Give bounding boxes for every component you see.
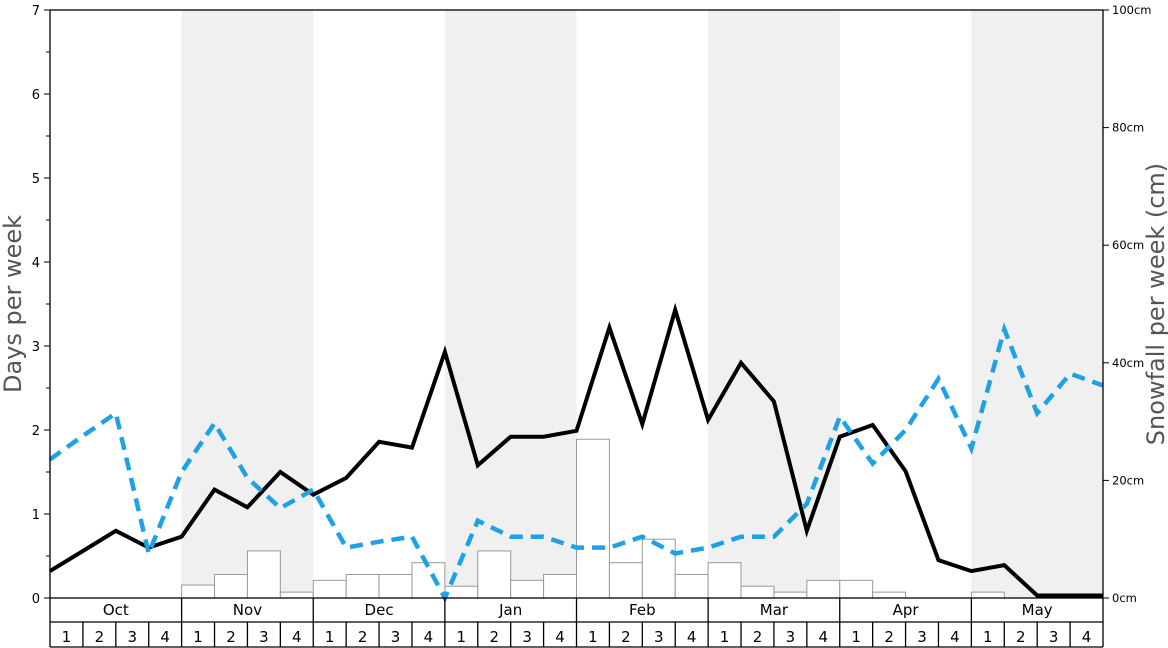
week-label: 1 (457, 628, 467, 646)
week-label: 2 (884, 628, 894, 646)
left-tick-label: 3 (32, 340, 40, 355)
snowfall-bar (543, 573, 577, 599)
week-label: 4 (292, 628, 302, 646)
snowfall-bar (872, 591, 907, 599)
month-shade-jan (444, 10, 577, 598)
week-label: 4 (424, 628, 434, 646)
week-label: 3 (391, 628, 401, 646)
month-label: May (1022, 601, 1053, 619)
left-axis-title: Days per week (0, 215, 27, 393)
snowfall-bar (806, 579, 841, 599)
left-tick-label: 4 (32, 256, 40, 271)
month-label: Nov (233, 601, 262, 619)
left-tick-label: 1 (32, 508, 40, 523)
month-label: Mar (760, 601, 789, 619)
month-shade-may (971, 10, 1103, 598)
week-label: 2 (226, 628, 236, 646)
left-tick-label: 5 (32, 172, 40, 187)
snowfall-bar (246, 550, 281, 599)
right-tick-label: 40cm (1112, 356, 1144, 370)
day-lines (48, 302, 1104, 604)
week-label: 3 (654, 628, 664, 646)
left-tick-label: 0 (32, 592, 40, 607)
month-shading (181, 10, 1103, 598)
dashed-series-line (48, 322, 1104, 604)
right-tick-label: 60cm (1112, 238, 1144, 252)
week-label: 4 (160, 628, 170, 646)
week-label: 4 (819, 628, 829, 646)
snowfall-bar (378, 573, 413, 599)
week-label: 2 (358, 628, 368, 646)
left-tick-label: 6 (32, 88, 40, 103)
week-label: 3 (127, 628, 137, 646)
week-label: 3 (522, 628, 532, 646)
snowfall-bar (345, 573, 380, 599)
solid-series-line (48, 302, 1103, 598)
snowfall-bar (674, 573, 709, 599)
month-label: Dec (365, 601, 394, 619)
snowfall-bar (181, 584, 216, 599)
week-label: 1 (62, 628, 72, 646)
right-y-axis: 0cm 20cm 40cm 60cm 80cm 100cm (1103, 3, 1151, 605)
week-label: 4 (687, 628, 697, 646)
snowfall-bar (444, 585, 479, 599)
snowfall-bar (576, 438, 610, 599)
month-label: Apr (893, 601, 920, 619)
month-label: Oct (103, 601, 129, 619)
snowfall-bar (707, 562, 742, 599)
snowfall-bar (411, 562, 446, 599)
month-shade-mar (708, 10, 840, 598)
left-y-axis: 0 1 2 3 4 5 6 7 (32, 4, 50, 607)
left-tick-label: 7 (32, 4, 40, 19)
week-label: 2 (95, 628, 105, 646)
snowfall-bar (773, 591, 808, 599)
month-label: Jan (498, 601, 522, 619)
snowfall-bar (510, 579, 545, 599)
snowfall-bar (477, 550, 512, 599)
week-label: 4 (950, 628, 960, 646)
week-label: 2 (621, 628, 631, 646)
snowfall-bar (641, 538, 676, 599)
week-label: 2 (489, 628, 499, 646)
week-label: 3 (786, 628, 796, 646)
week-label: 1 (588, 628, 598, 646)
snowfall-bar (214, 573, 248, 599)
week-label: 2 (1016, 628, 1026, 646)
right-axis-title: Snowfall per week (cm) (1142, 163, 1168, 445)
x-axis-month-week: Oct 1 2 3 4 Nov 1 2 3 4 Dec 1 2 3 4 Jan 1 2 3 4 Feb 1 2 3 4 Mar 1 2… (49, 598, 1104, 648)
week-label: 4 (1082, 628, 1092, 646)
week-label: 2 (753, 628, 763, 646)
snowfall-bar (279, 591, 314, 599)
week-label: 3 (259, 628, 269, 646)
snowfall-bars (181, 438, 1005, 599)
week-label: 1 (851, 628, 861, 646)
left-tick-label: 2 (32, 424, 40, 439)
week-label: 1 (325, 628, 335, 646)
week-label: 1 (720, 628, 730, 646)
snowfall-bar (608, 562, 643, 599)
right-tick-label: 80cm (1112, 121, 1144, 135)
week-label: 4 (555, 628, 565, 646)
snowfall-bar (312, 579, 347, 599)
snowfall-bar (839, 579, 874, 599)
right-tick-label: 100cm (1112, 3, 1151, 17)
month-label: Feb (629, 601, 656, 619)
week-label: 1 (193, 628, 203, 646)
right-tick-label: 20cm (1112, 473, 1144, 487)
snowfall-bar (970, 591, 1005, 599)
week-label: 1 (983, 628, 993, 646)
right-tick-label: 0cm (1112, 591, 1137, 605)
week-label: 3 (1049, 628, 1059, 646)
week-label: 3 (917, 628, 927, 646)
snowfall-bar (740, 585, 775, 599)
